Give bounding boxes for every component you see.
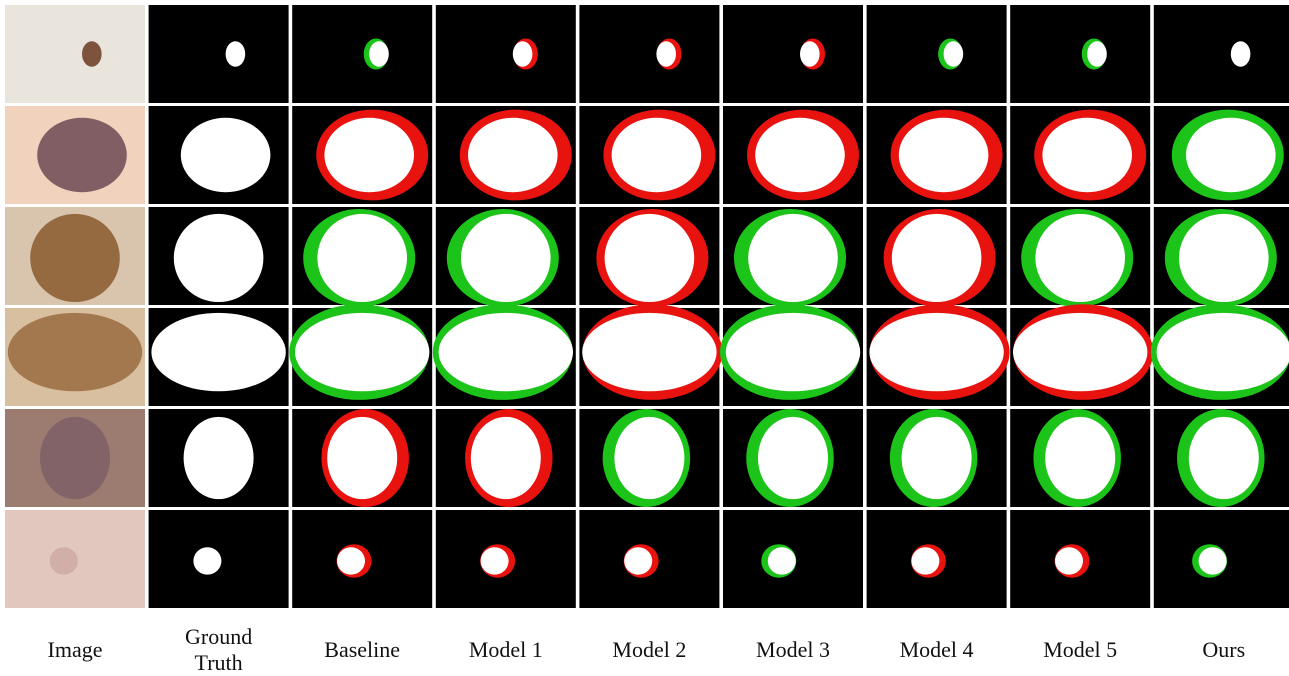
mask bbox=[184, 417, 254, 499]
column-label: Model 1 bbox=[451, 637, 561, 663]
mask bbox=[226, 41, 246, 66]
column-label: Model 2 bbox=[594, 637, 704, 663]
mask-background bbox=[723, 5, 863, 103]
mask bbox=[337, 547, 365, 574]
mask-background bbox=[579, 5, 719, 103]
lesion bbox=[30, 214, 120, 302]
mask bbox=[324, 118, 414, 192]
mask bbox=[726, 313, 860, 391]
mask bbox=[748, 214, 838, 302]
mask bbox=[582, 313, 716, 391]
mask bbox=[1199, 547, 1227, 574]
lesion bbox=[40, 417, 110, 499]
mask bbox=[193, 547, 221, 574]
mask bbox=[181, 118, 271, 192]
mask bbox=[869, 313, 1003, 391]
mask bbox=[151, 313, 285, 391]
mask bbox=[612, 118, 702, 192]
lesion bbox=[37, 118, 127, 192]
column-label: Model 3 bbox=[738, 637, 848, 663]
lesion bbox=[50, 547, 78, 574]
mask bbox=[461, 214, 551, 302]
mask-background bbox=[1154, 5, 1289, 103]
mask bbox=[1231, 41, 1251, 66]
mask bbox=[1157, 313, 1289, 391]
mask bbox=[1013, 313, 1147, 391]
mask-background bbox=[292, 5, 432, 103]
mask-background bbox=[1010, 5, 1150, 103]
mask bbox=[1186, 118, 1276, 192]
mask bbox=[624, 547, 652, 574]
mask bbox=[1042, 118, 1132, 192]
mask bbox=[800, 41, 820, 66]
mask bbox=[327, 417, 397, 499]
mask bbox=[369, 41, 389, 66]
mask bbox=[944, 41, 964, 66]
mask-background bbox=[149, 5, 289, 103]
column-label: Model 4 bbox=[882, 637, 992, 663]
figure: Image Ground Truth Baseline Model 1 Model 2 M… bbox=[0, 0, 1289, 675]
mask bbox=[174, 214, 264, 302]
column-label: Ours bbox=[1169, 637, 1279, 663]
mask-background bbox=[436, 5, 576, 103]
column-label: Ground Truth bbox=[174, 624, 264, 676]
mask bbox=[481, 547, 509, 574]
mask bbox=[1179, 214, 1269, 302]
mask bbox=[1035, 214, 1125, 302]
mask bbox=[755, 118, 845, 192]
mask bbox=[317, 214, 407, 302]
mask bbox=[1087, 41, 1107, 66]
mask bbox=[471, 417, 541, 499]
column-label: Model 5 bbox=[1025, 637, 1135, 663]
mask bbox=[295, 313, 429, 391]
image-grid bbox=[0, 0, 1289, 615]
mask bbox=[614, 417, 684, 499]
mask bbox=[513, 41, 533, 66]
mask bbox=[768, 547, 796, 574]
mask bbox=[439, 313, 573, 391]
lesion bbox=[8, 313, 142, 391]
mask bbox=[899, 118, 989, 192]
mask bbox=[1045, 417, 1115, 499]
mask bbox=[468, 118, 558, 192]
mask bbox=[892, 214, 982, 302]
column-label: Baseline bbox=[307, 637, 417, 663]
mask bbox=[758, 417, 828, 499]
mask bbox=[656, 41, 676, 66]
column-label: Image bbox=[20, 637, 130, 663]
mask bbox=[902, 417, 972, 499]
mask-background bbox=[867, 5, 1007, 103]
photo bbox=[5, 5, 145, 103]
lesion bbox=[82, 41, 102, 66]
mask bbox=[605, 214, 695, 302]
mask bbox=[1055, 547, 1083, 574]
mask bbox=[1189, 417, 1259, 499]
mask bbox=[911, 547, 939, 574]
